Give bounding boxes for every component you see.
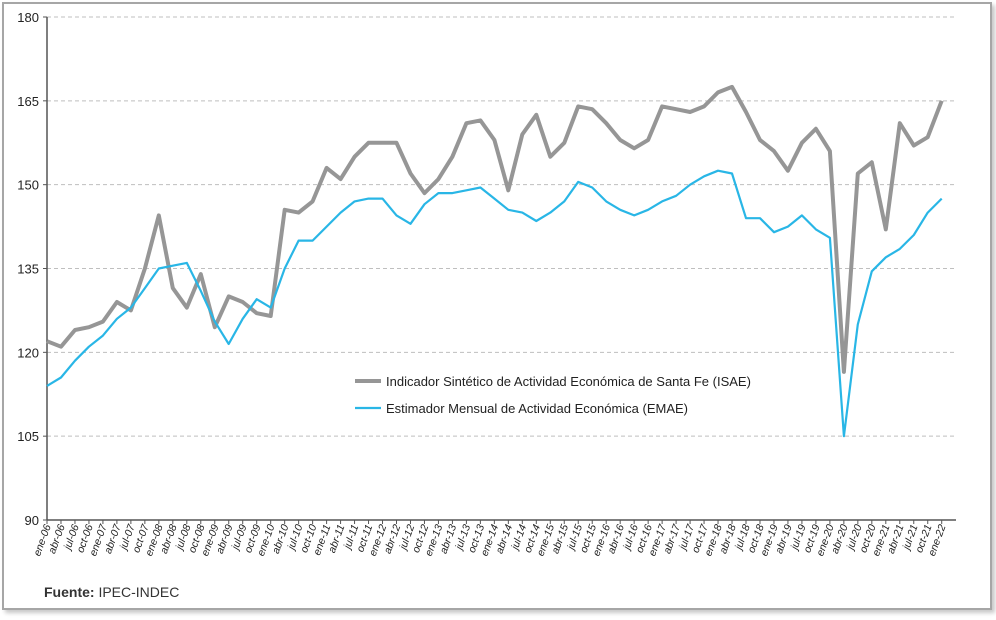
chart-frame (2, 2, 992, 610)
y-tick-label: 180 (17, 10, 39, 25)
y-tick-label: 165 (17, 94, 39, 109)
series-line-isae (46, 84, 944, 374)
y-tick-label: 150 (17, 178, 39, 193)
legend-label: Estimador Mensual de Actividad Económica… (386, 401, 688, 416)
y-tick-label: 90 (25, 513, 39, 528)
legend-label: Indicador Sintético de Actividad Económi… (386, 374, 751, 389)
source-note: Fuente: IPEC-INDEC (44, 584, 179, 600)
y-tick-label: 120 (17, 345, 39, 360)
source-value: IPEC-INDEC (98, 584, 180, 600)
source-label: Fuente: (44, 584, 95, 600)
y-tick-label: 135 (17, 262, 39, 277)
series-line-emae (46, 169, 943, 438)
y-tick-label: 105 (17, 429, 39, 444)
